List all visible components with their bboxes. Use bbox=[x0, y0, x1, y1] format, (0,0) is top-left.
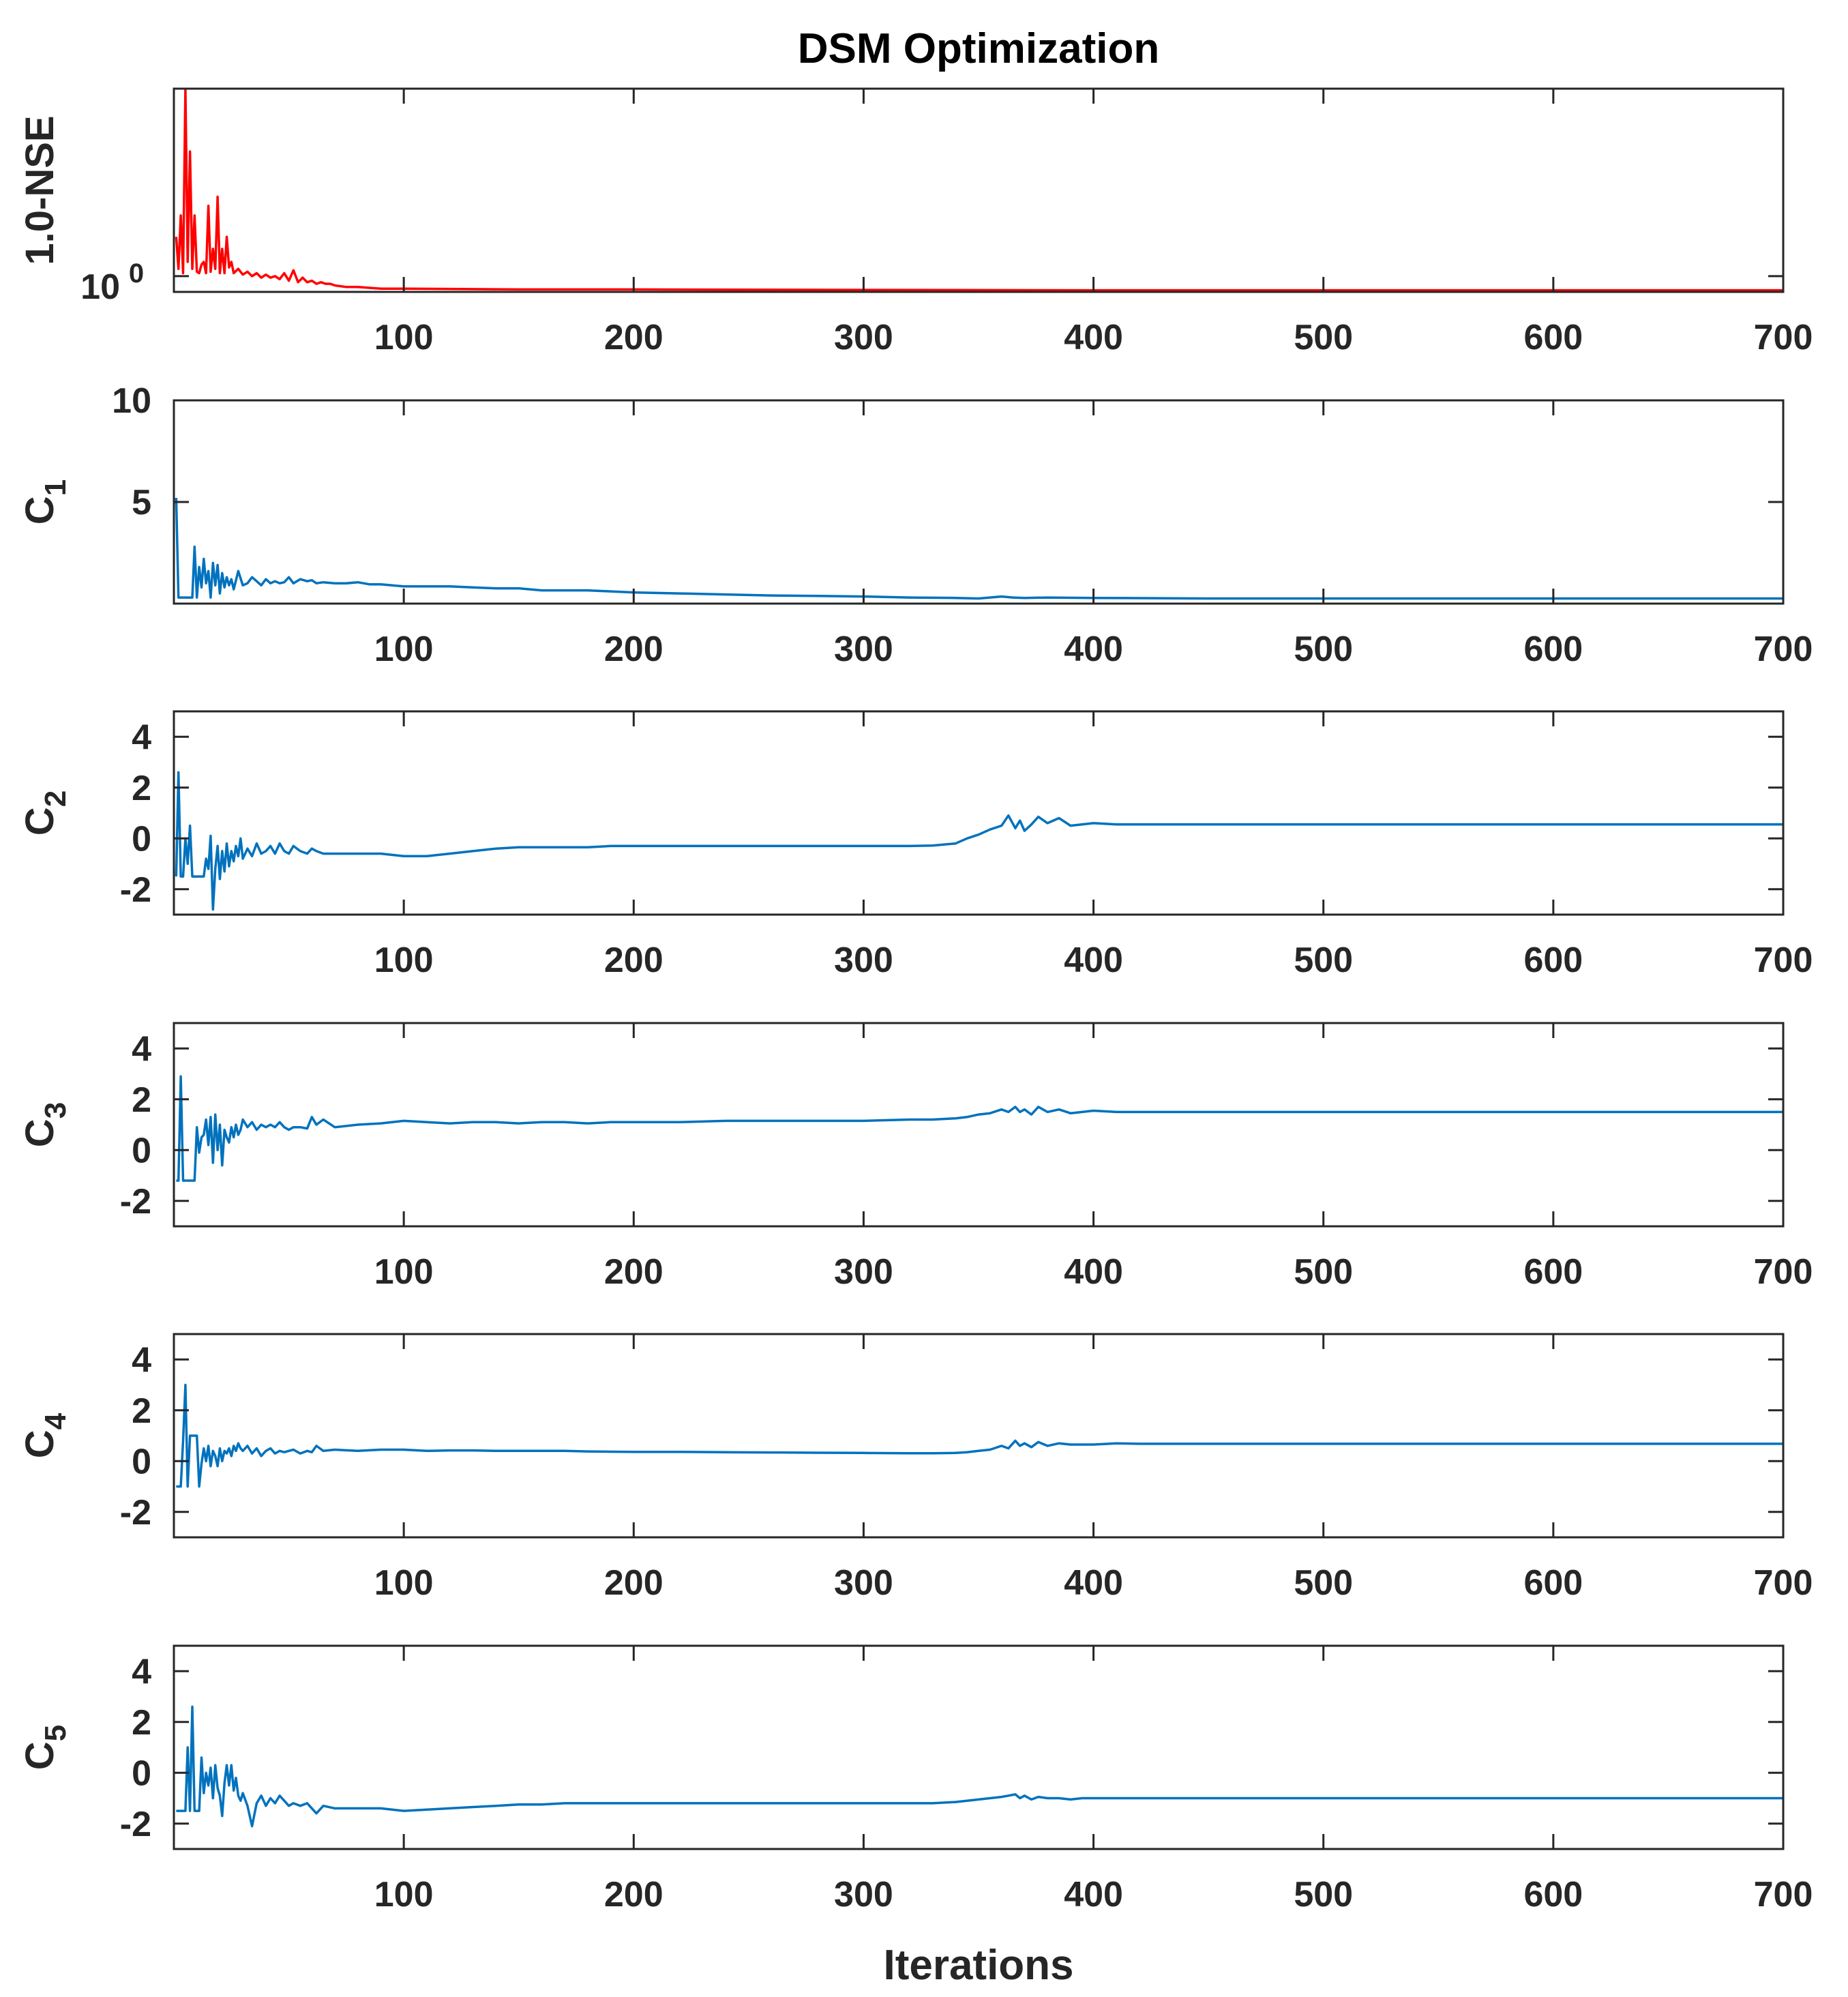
x-tick-label: 700 bbox=[1754, 1252, 1813, 1292]
axes-frame bbox=[173, 1333, 1785, 1539]
x-tick-label: 100 bbox=[374, 1252, 434, 1292]
x-tick-label: 400 bbox=[1064, 318, 1123, 357]
x-tick-label: 600 bbox=[1523, 1875, 1583, 1914]
y-tick-label: 4 bbox=[132, 1340, 151, 1380]
y-tick-label: 0 bbox=[132, 1754, 151, 1793]
x-tick-label: 300 bbox=[834, 941, 893, 980]
x-tick-label: 600 bbox=[1523, 630, 1583, 669]
series-line bbox=[175, 497, 1783, 600]
x-tick-label: 300 bbox=[834, 1252, 893, 1292]
figure-title: DSM Optimization bbox=[798, 25, 1159, 72]
axes-frame bbox=[173, 1644, 1785, 1850]
y-tick-label: 5 bbox=[132, 483, 151, 522]
x-tick-label: 700 bbox=[1754, 318, 1813, 357]
x-tick-label: 300 bbox=[834, 1875, 893, 1914]
axes-frame bbox=[173, 710, 1785, 916]
y-axis-label-subscript: 2 bbox=[39, 790, 72, 807]
x-tick-label: 400 bbox=[1064, 1875, 1123, 1914]
y-axis-label: C2 bbox=[18, 790, 72, 835]
panel-6: 100 200 300 400 500 600 700 -2 0 2 4 C5 bbox=[18, 1644, 1813, 1914]
x-tick-label: 400 bbox=[1064, 1563, 1123, 1603]
x-tick-label: 200 bbox=[604, 318, 664, 357]
x-tick-label: 400 bbox=[1064, 1252, 1123, 1292]
y-axis-label: C1 bbox=[18, 479, 72, 524]
x-tick-label: 200 bbox=[604, 1252, 664, 1292]
y-tick-label: -2 bbox=[120, 1805, 151, 1844]
y-tick-label: 2 bbox=[132, 1703, 151, 1743]
series-line bbox=[176, 1383, 1783, 1488]
y-tick-label: -2 bbox=[120, 870, 151, 910]
x-tick-label: 700 bbox=[1754, 941, 1813, 980]
panel-3: 100 200 300 400 500 600 700 -2 0 2 4 C2 bbox=[18, 710, 1813, 980]
y-axis-label-subscript: 5 bbox=[39, 1725, 72, 1741]
x-tick-label: 500 bbox=[1294, 318, 1353, 357]
axes-frame bbox=[173, 87, 1785, 293]
y-tick-label: 0 bbox=[132, 1442, 151, 1481]
x-tick-label: 300 bbox=[834, 1563, 893, 1603]
panel-2: 100 200 300 400 500 600 700 5 10 C1 bbox=[18, 381, 1813, 669]
x-tick-label: 600 bbox=[1523, 1252, 1583, 1292]
x-tick-label: 700 bbox=[1754, 1563, 1813, 1603]
y-tick-label: 0 bbox=[132, 819, 151, 859]
x-tick-label: 700 bbox=[1754, 1875, 1813, 1914]
y-tick-label: 2 bbox=[132, 769, 151, 808]
x-tick-label: 200 bbox=[604, 1563, 664, 1603]
x-tick-label: 300 bbox=[834, 630, 893, 669]
series-line bbox=[176, 1705, 1783, 1828]
x-tick-label: 700 bbox=[1754, 630, 1813, 669]
y-axis-label-subscript: 4 bbox=[39, 1412, 72, 1430]
y-tick-exponent: 0 bbox=[129, 258, 144, 289]
x-axis-label: Iterations bbox=[883, 1942, 1073, 1989]
panel-4: 100 200 300 400 500 600 700 -2 0 2 4 C3 bbox=[18, 1022, 1813, 1292]
y-tick-label: -2 bbox=[120, 1493, 151, 1533]
y-axis-label: C4 bbox=[18, 1412, 72, 1458]
axes-frame bbox=[173, 1022, 1785, 1228]
x-tick-label: 500 bbox=[1294, 630, 1353, 669]
x-tick-label: 200 bbox=[604, 630, 664, 669]
x-tick-label: 300 bbox=[834, 318, 893, 357]
y-tick-label: 10 bbox=[80, 267, 120, 307]
x-tick-label: 500 bbox=[1294, 1875, 1353, 1914]
series-line bbox=[175, 771, 1783, 911]
axes-frame bbox=[173, 399, 1785, 605]
series-line bbox=[175, 89, 1783, 292]
x-tick-label: 500 bbox=[1294, 1252, 1353, 1292]
y-tick-label: 0 bbox=[132, 1131, 151, 1170]
y-tick-label: 4 bbox=[132, 1029, 151, 1069]
x-tick-label: 400 bbox=[1064, 941, 1123, 980]
x-tick-label: 200 bbox=[604, 1875, 664, 1914]
x-tick-label: 200 bbox=[604, 941, 664, 980]
y-axis-label-subscript: 3 bbox=[39, 1102, 72, 1119]
x-tick-label: 500 bbox=[1294, 1563, 1353, 1603]
x-tick-label: 100 bbox=[374, 941, 434, 980]
y-axis-label-subscript: 1 bbox=[39, 479, 72, 496]
x-tick-label: 100 bbox=[374, 630, 434, 669]
x-tick-label: 600 bbox=[1523, 318, 1583, 357]
x-tick-label: 600 bbox=[1523, 941, 1583, 980]
series-line bbox=[176, 1075, 1783, 1182]
y-axis-label: C3 bbox=[18, 1102, 72, 1147]
y-axis-label: 1.0-NSE bbox=[18, 115, 62, 265]
x-tick-label: 400 bbox=[1064, 630, 1123, 669]
x-tick-label: 100 bbox=[374, 318, 434, 357]
y-tick-label: 4 bbox=[132, 1652, 151, 1691]
y-tick-label: 4 bbox=[132, 718, 151, 757]
x-tick-label: 500 bbox=[1294, 941, 1353, 980]
y-tick-label: -2 bbox=[120, 1182, 151, 1222]
x-tick-label: 100 bbox=[374, 1563, 434, 1603]
y-tick-label: 2 bbox=[132, 1080, 151, 1120]
y-tick-label: 2 bbox=[132, 1391, 151, 1431]
y-axis-label: C5 bbox=[18, 1725, 72, 1770]
x-tick-label: 600 bbox=[1523, 1563, 1583, 1603]
x-tick-label: 100 bbox=[374, 1875, 434, 1914]
y-tick-label: 10 bbox=[112, 381, 151, 421]
